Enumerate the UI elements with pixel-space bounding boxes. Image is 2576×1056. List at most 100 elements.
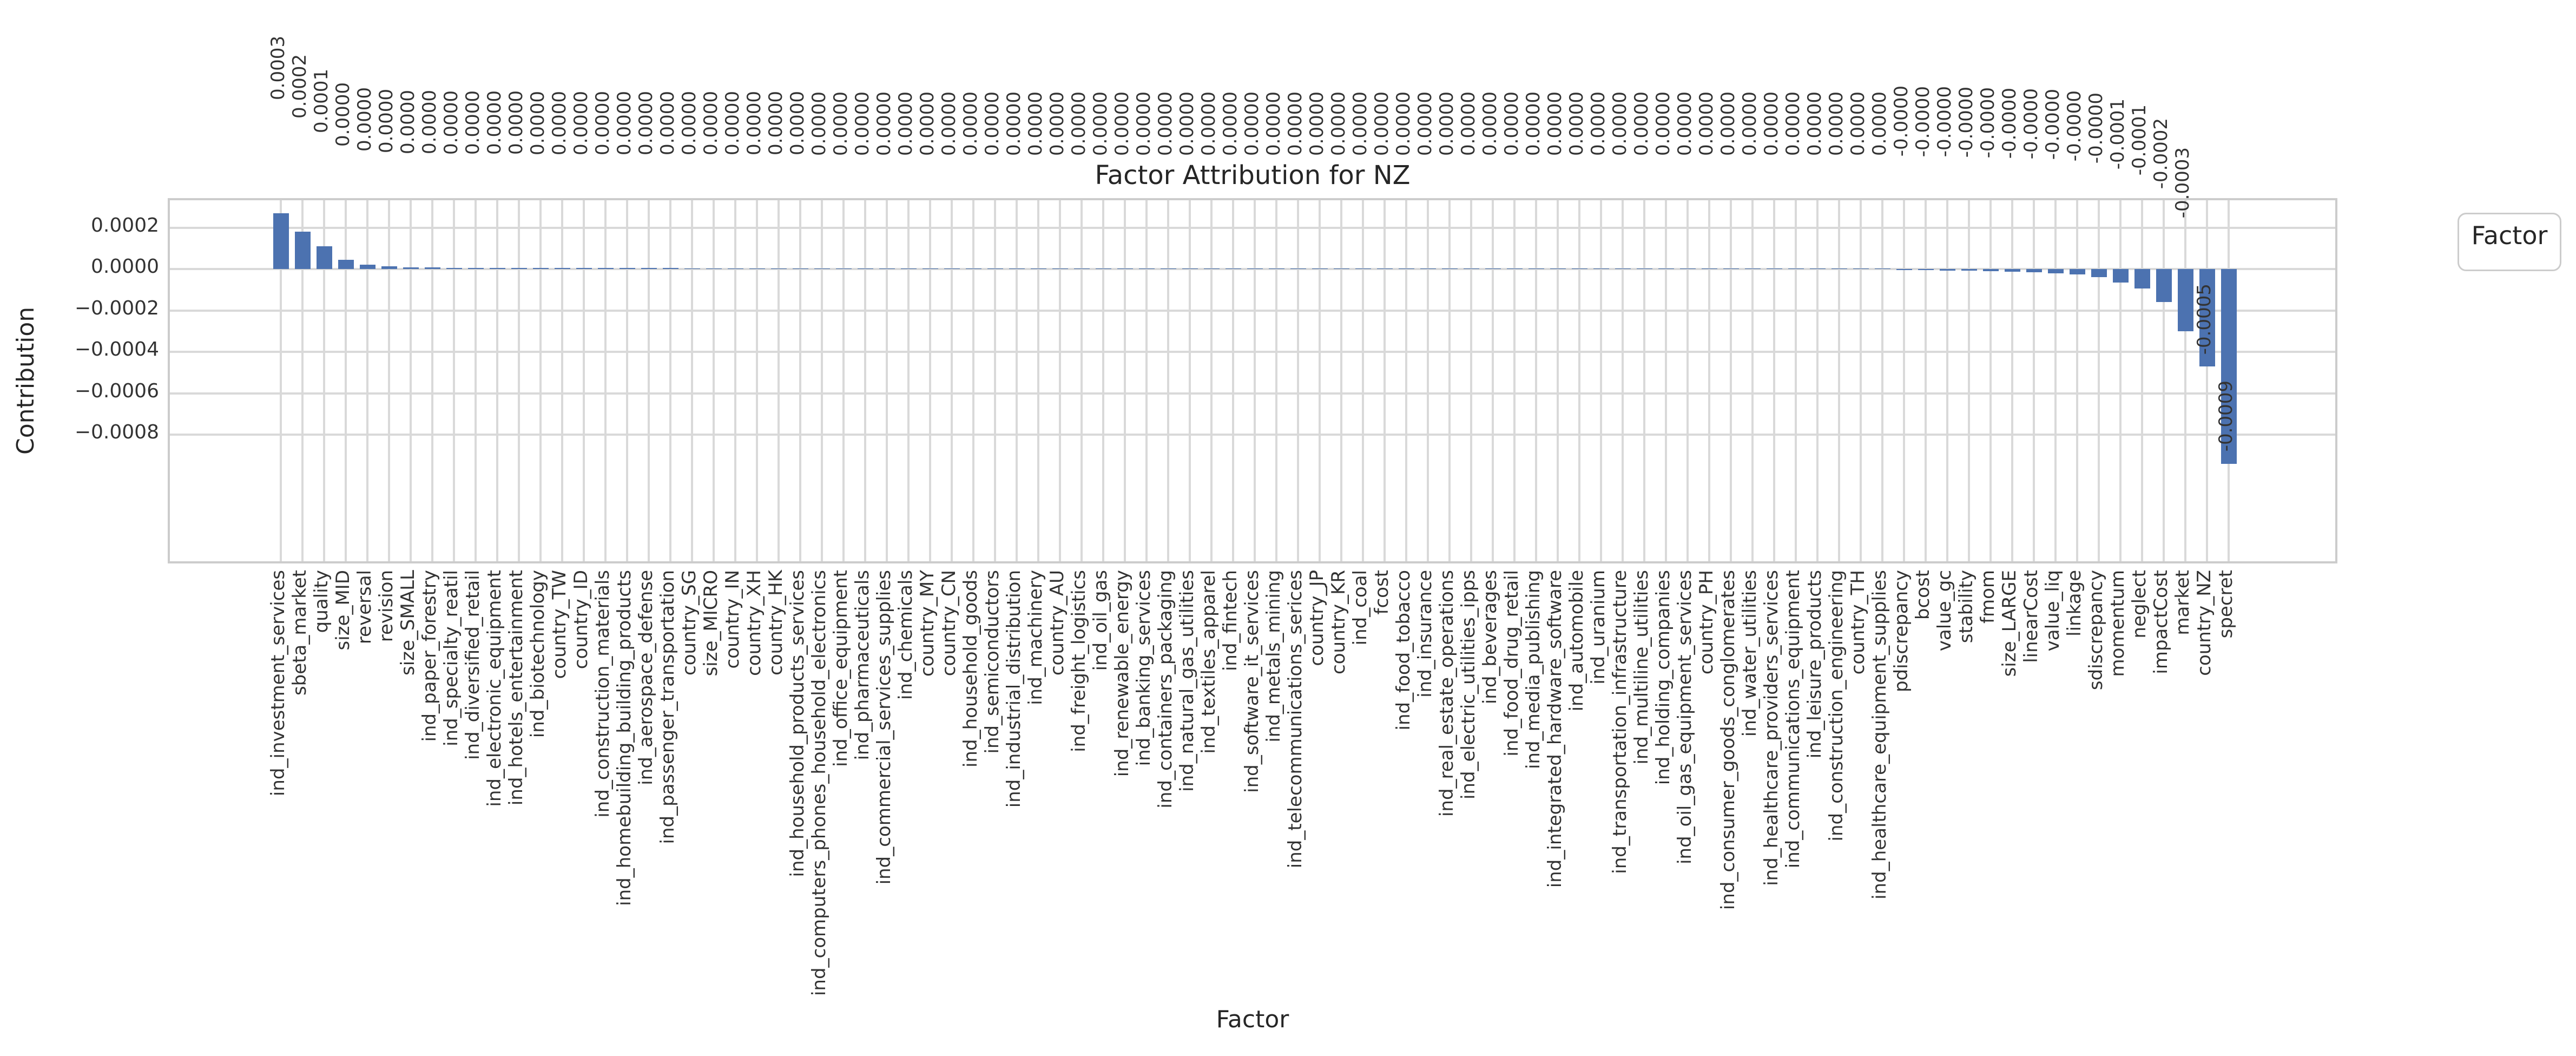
bar-value-label: 0.0000 [700, 91, 722, 156]
bar-value-label: 0.0000 [657, 91, 678, 156]
x-tick-label: ind_communications_equipment [1782, 570, 1804, 869]
y-tick-label: −0.0002 [74, 297, 159, 319]
x-gridline [1860, 200, 1862, 561]
bar-value-label: 0.0000 [462, 90, 484, 155]
bar-value-label: 0.0000 [1436, 91, 1458, 156]
bar-value-label: -0.0005 [2193, 283, 2215, 355]
x-tick-label: ind_uranium [1587, 570, 1609, 685]
bar-size_LARGE [2004, 269, 2020, 272]
bar-country_HK [770, 268, 787, 269]
bar-value-label: 0.0000 [1220, 91, 1241, 156]
y-axis-label: Contribution [12, 306, 39, 455]
x-tick-label: ind_healthcare_providers_services [1761, 570, 1782, 886]
bar-momentum [2112, 269, 2129, 283]
bar-quality [316, 246, 332, 269]
x-gridline [2119, 200, 2122, 561]
bar-value-label: -0.0003 [2172, 147, 2193, 218]
x-gridline [1427, 200, 1429, 561]
bar-value-label: -0.0000 [2085, 93, 2107, 164]
x-gridline [604, 200, 607, 561]
bar-value-label: -0.0000 [2064, 90, 2085, 161]
bar-country_TW [554, 268, 570, 269]
bar-value-label: 0.0000 [1717, 91, 1739, 156]
bar-ind_household_goods [965, 268, 981, 269]
x-tick-label: ind_integrated_hardware_software [1544, 570, 1566, 888]
bar-ind_leisure_products [1809, 268, 1826, 269]
bar-ind_chemicals [900, 268, 917, 269]
bar-value-label: -0.0000 [1934, 86, 1955, 158]
x-tick-label: ind_household_goods [960, 570, 981, 768]
x-gridline [907, 200, 910, 561]
bar-value-label: 0.0000 [1349, 91, 1371, 156]
bar-value-label: 0.0000 [1328, 91, 1349, 156]
bar-value-label: 0.0000 [1544, 91, 1566, 156]
bar-value-label: 0.0000 [1176, 91, 1198, 156]
bar-ind_communications_equipment [1788, 268, 1804, 269]
bar-linkage [2069, 269, 2085, 274]
bar-ind_paper_forestry [424, 267, 440, 269]
x-tick-label: ind_industrial_distribution [1003, 570, 1025, 808]
y-tick-label: −0.0004 [74, 338, 159, 360]
x-gridline [1210, 200, 1213, 561]
x-tick-label: ind_natural_gas_utilities [1176, 570, 1198, 792]
bar-size_SMALL [403, 267, 419, 269]
x-gridline [1319, 200, 1321, 561]
x-gridline [2206, 200, 2208, 561]
x-tick-label: ind_multiline_utilities [1631, 570, 1652, 765]
bar-value_gc [1939, 269, 1955, 271]
x-tick-label: size_SMALL [397, 570, 419, 675]
bar-ind_coal [1355, 268, 1371, 269]
bar-size_MID [338, 259, 354, 269]
bar-ind_renewable_energy [1117, 268, 1133, 269]
x-gridline [1275, 200, 1277, 561]
x-tick-label: country_KR [1328, 570, 1349, 674]
bar-ind_office_equipment [835, 268, 852, 269]
bar-value-label: 0.0000 [1674, 91, 1696, 156]
x-tick-label: ind_holding_companies [1652, 570, 1674, 785]
x-tick-label: value_liq [2042, 570, 2064, 652]
bar-ind_semiconductors [987, 268, 1003, 269]
bar-ind_diversified_retail [467, 268, 484, 269]
x-gridline [886, 200, 888, 561]
bar-ind_electric_utilities_ipps [1463, 268, 1479, 269]
bar-fcost [1376, 268, 1393, 269]
x-tick-label: ind_diversified_retail [462, 570, 484, 760]
x-tick-label: ind_freight_logistics [1068, 570, 1090, 752]
bar-ind_banking_services [1138, 268, 1155, 269]
x-tick-label: ind_textiles_apparel [1198, 570, 1220, 754]
x-tick-label: country_JP [1306, 570, 1328, 666]
x-tick-label: country_AU [1046, 570, 1068, 676]
x-gridline [323, 200, 325, 561]
bar-value-label: 0.0000 [981, 91, 1003, 156]
x-tick-label: revision [375, 570, 397, 642]
bar-value-label: 0.0000 [1761, 91, 1782, 156]
x-gridline [583, 200, 585, 561]
x-gridline [626, 200, 628, 561]
x-tick-label: ind_containers_packaging [1155, 570, 1176, 809]
x-gridline [951, 200, 953, 561]
bar-value-label: 0.0000 [1306, 91, 1328, 156]
x-tick-label: ind_insurance [1414, 570, 1436, 698]
x-tick-label: country_IN [722, 570, 743, 669]
x-tick-label: country_HK [765, 570, 787, 675]
bar-value-label: 0.0000 [1609, 91, 1631, 156]
x-gridline [453, 200, 455, 561]
x-gridline [1773, 200, 1775, 561]
x-tick-label: ind_oil_gas [1090, 570, 1111, 671]
bar-value-label: 0.0000 [614, 91, 635, 156]
bar-ind_household_products_services [792, 268, 808, 269]
x-tick-label: ind_coal [1349, 570, 1371, 646]
x-gridline [1016, 200, 1018, 561]
x-gridline [1989, 200, 1992, 561]
bar-country_IN [727, 268, 743, 269]
bar-neglect [2134, 269, 2150, 289]
bar-bcost [1918, 269, 1934, 270]
x-gridline [1730, 200, 1732, 561]
x-gridline [669, 200, 671, 561]
bar-value-label: 0.0000 [873, 91, 895, 156]
x-axis-label: Factor [1216, 1006, 1289, 1033]
x-tick-label: ind_office_equipment [830, 570, 852, 767]
bar-reversal [359, 264, 375, 269]
x-tick-label: size_MID [332, 570, 354, 651]
bar-ind_healthcare_providers_services [1766, 268, 1782, 269]
